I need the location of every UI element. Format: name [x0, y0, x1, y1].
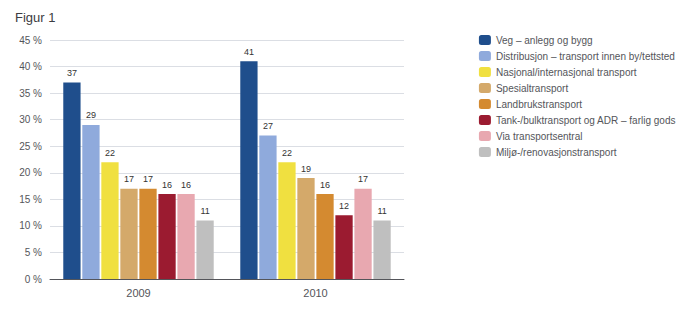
svg-text:Figur 1: Figur 1: [15, 10, 55, 25]
svg-text:22: 22: [282, 148, 292, 158]
svg-text:20 %: 20 %: [19, 167, 42, 178]
svg-text:Miljø-/renovasjonstransport: Miljø-/renovasjonstransport: [496, 147, 617, 158]
svg-text:Tank-/bulktransport og ADR – f: Tank-/bulktransport og ADR – farlig gods: [496, 115, 676, 126]
svg-text:25 %: 25 %: [19, 141, 42, 152]
svg-text:Veg – anlegg og bygg: Veg – anlegg og bygg: [496, 35, 593, 46]
svg-text:16: 16: [181, 180, 191, 190]
svg-text:15 %: 15 %: [19, 194, 42, 205]
svg-text:40 %: 40 %: [19, 61, 42, 72]
svg-text:27: 27: [263, 121, 273, 131]
svg-text:37: 37: [67, 68, 77, 78]
svg-text:17: 17: [124, 174, 134, 184]
svg-text:Via transportsentral: Via transportsentral: [496, 131, 583, 142]
svg-text:Landbrukstransport: Landbrukstransport: [496, 99, 582, 110]
svg-text:35 %: 35 %: [19, 88, 42, 99]
svg-text:16: 16: [162, 180, 172, 190]
svg-text:30 %: 30 %: [19, 114, 42, 125]
svg-text:10 %: 10 %: [19, 220, 42, 231]
svg-text:Distribusjon – transport innen: Distribusjon – transport innen by/tettst…: [496, 51, 675, 62]
svg-text:0 %: 0 %: [25, 274, 42, 285]
svg-text:45 %: 45 %: [19, 35, 42, 46]
svg-text:Nasjonal/internasjonal transpo: Nasjonal/internasjonal transport: [496, 67, 637, 78]
svg-text:29: 29: [86, 110, 96, 120]
svg-text:Spesialtransport: Spesialtransport: [496, 83, 568, 94]
svg-text:22: 22: [105, 148, 115, 158]
svg-text:11: 11: [200, 206, 209, 216]
svg-text:12: 12: [339, 201, 349, 211]
svg-text:17: 17: [143, 174, 153, 184]
svg-text:16: 16: [320, 180, 330, 190]
svg-text:2010: 2010: [303, 287, 327, 299]
svg-text:19: 19: [301, 164, 311, 174]
svg-text:5 %: 5 %: [25, 247, 42, 258]
svg-text:2009: 2009: [126, 287, 150, 299]
svg-text:17: 17: [358, 174, 368, 184]
svg-text:41: 41: [244, 47, 254, 57]
svg-text:11: 11: [377, 206, 386, 216]
